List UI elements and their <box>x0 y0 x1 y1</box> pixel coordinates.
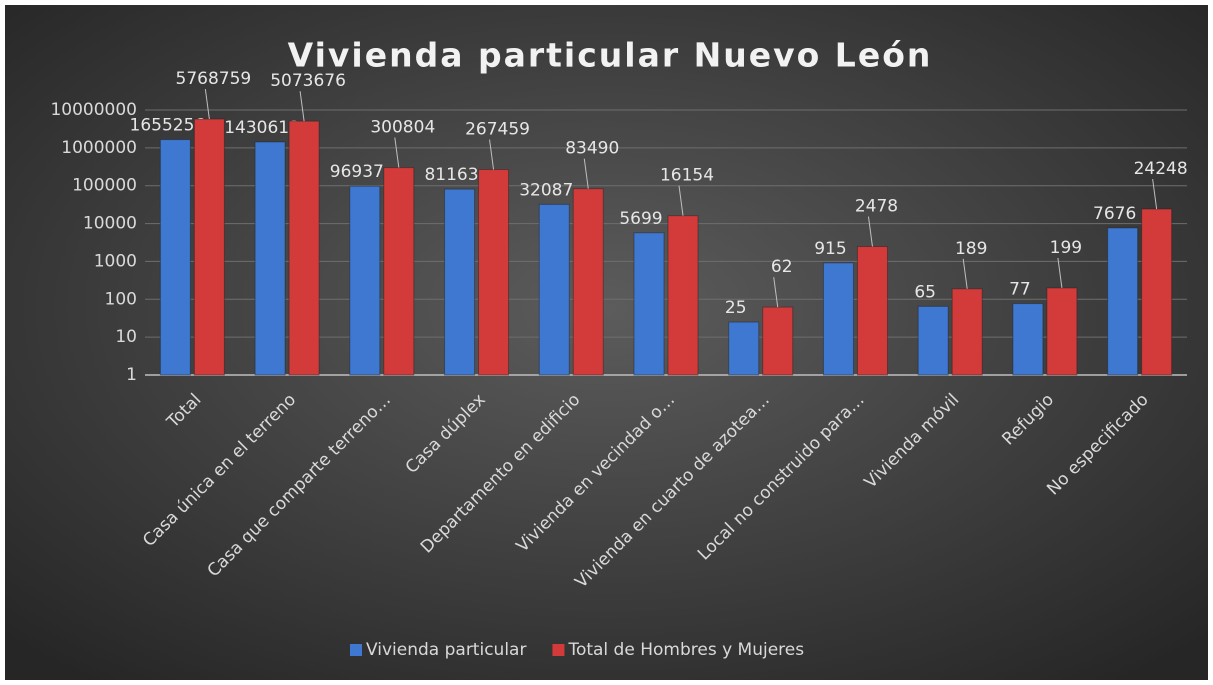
data-label: 77 <box>1009 280 1031 300</box>
bar <box>444 188 476 376</box>
data-label: 24248 <box>1134 159 1188 179</box>
data-label: 5073676 <box>270 71 346 91</box>
legend-marker <box>350 644 362 656</box>
bar <box>1141 208 1173 376</box>
chart-title: Vivienda particular Nuevo León <box>288 36 933 75</box>
legend-label: Total de Hombres y Mujeres <box>567 640 804 660</box>
y-tick-label: 1000 <box>94 251 137 271</box>
bar <box>383 167 415 376</box>
leader-line <box>962 258 968 289</box>
leader-line <box>204 88 210 120</box>
bar <box>538 203 570 376</box>
bar <box>1012 303 1044 376</box>
bar <box>762 306 794 376</box>
data-label: 65 <box>914 282 936 302</box>
data-label: 300804 <box>370 118 435 138</box>
data-label: 2478 <box>855 197 898 217</box>
legend-marker <box>552 644 565 656</box>
bar <box>728 321 760 376</box>
data-label: 83490 <box>565 139 619 159</box>
data-label: 25 <box>725 298 747 318</box>
bar <box>951 288 983 376</box>
bar <box>917 305 949 376</box>
legend-label: Vivienda particular <box>366 640 526 660</box>
data-label: 62 <box>771 257 793 277</box>
bar <box>633 232 665 376</box>
bar <box>254 141 286 376</box>
y-tick-label: 100000 <box>72 176 137 196</box>
bar <box>1046 287 1078 376</box>
leader-line <box>1152 178 1158 210</box>
y-tick-label: 10000 <box>83 214 137 234</box>
data-label: 7676 <box>1093 204 1136 224</box>
bar <box>856 246 888 376</box>
data-label: 915 <box>814 239 846 259</box>
data-label: 32087 <box>519 180 573 200</box>
y-tick-label: 10000000 <box>50 100 137 120</box>
data-label: 199 <box>1050 238 1082 258</box>
leader-line <box>394 137 400 168</box>
bar <box>288 120 320 376</box>
y-tick-label: 100 <box>105 289 137 309</box>
bar <box>1107 227 1139 376</box>
leader-line <box>489 139 495 170</box>
bar <box>193 118 225 376</box>
y-tick-label: 10 <box>115 327 137 347</box>
leader-line <box>678 185 684 216</box>
bar <box>572 188 604 376</box>
leader-line <box>773 277 779 308</box>
leader-line <box>867 216 873 247</box>
data-label: 16154 <box>660 166 714 186</box>
y-tick-label: 1000000 <box>61 138 137 158</box>
data-label: 5768759 <box>176 69 252 89</box>
leader-line <box>1057 257 1063 289</box>
bar <box>667 215 699 376</box>
bar <box>159 139 191 376</box>
bar <box>822 262 854 376</box>
data-label: 5699 <box>619 209 662 229</box>
data-label: 81163 <box>424 165 478 185</box>
data-label: 1655256 <box>130 116 206 136</box>
bar <box>349 185 381 376</box>
data-label: 1430612 <box>224 118 300 138</box>
data-label: 189 <box>955 239 987 259</box>
y-tick-label: 1 <box>126 365 137 385</box>
data-label: 267459 <box>465 120 530 140</box>
bar <box>478 169 510 376</box>
leader-line <box>299 91 305 122</box>
leader-line <box>583 158 589 189</box>
data-label: 96937 <box>330 162 384 182</box>
